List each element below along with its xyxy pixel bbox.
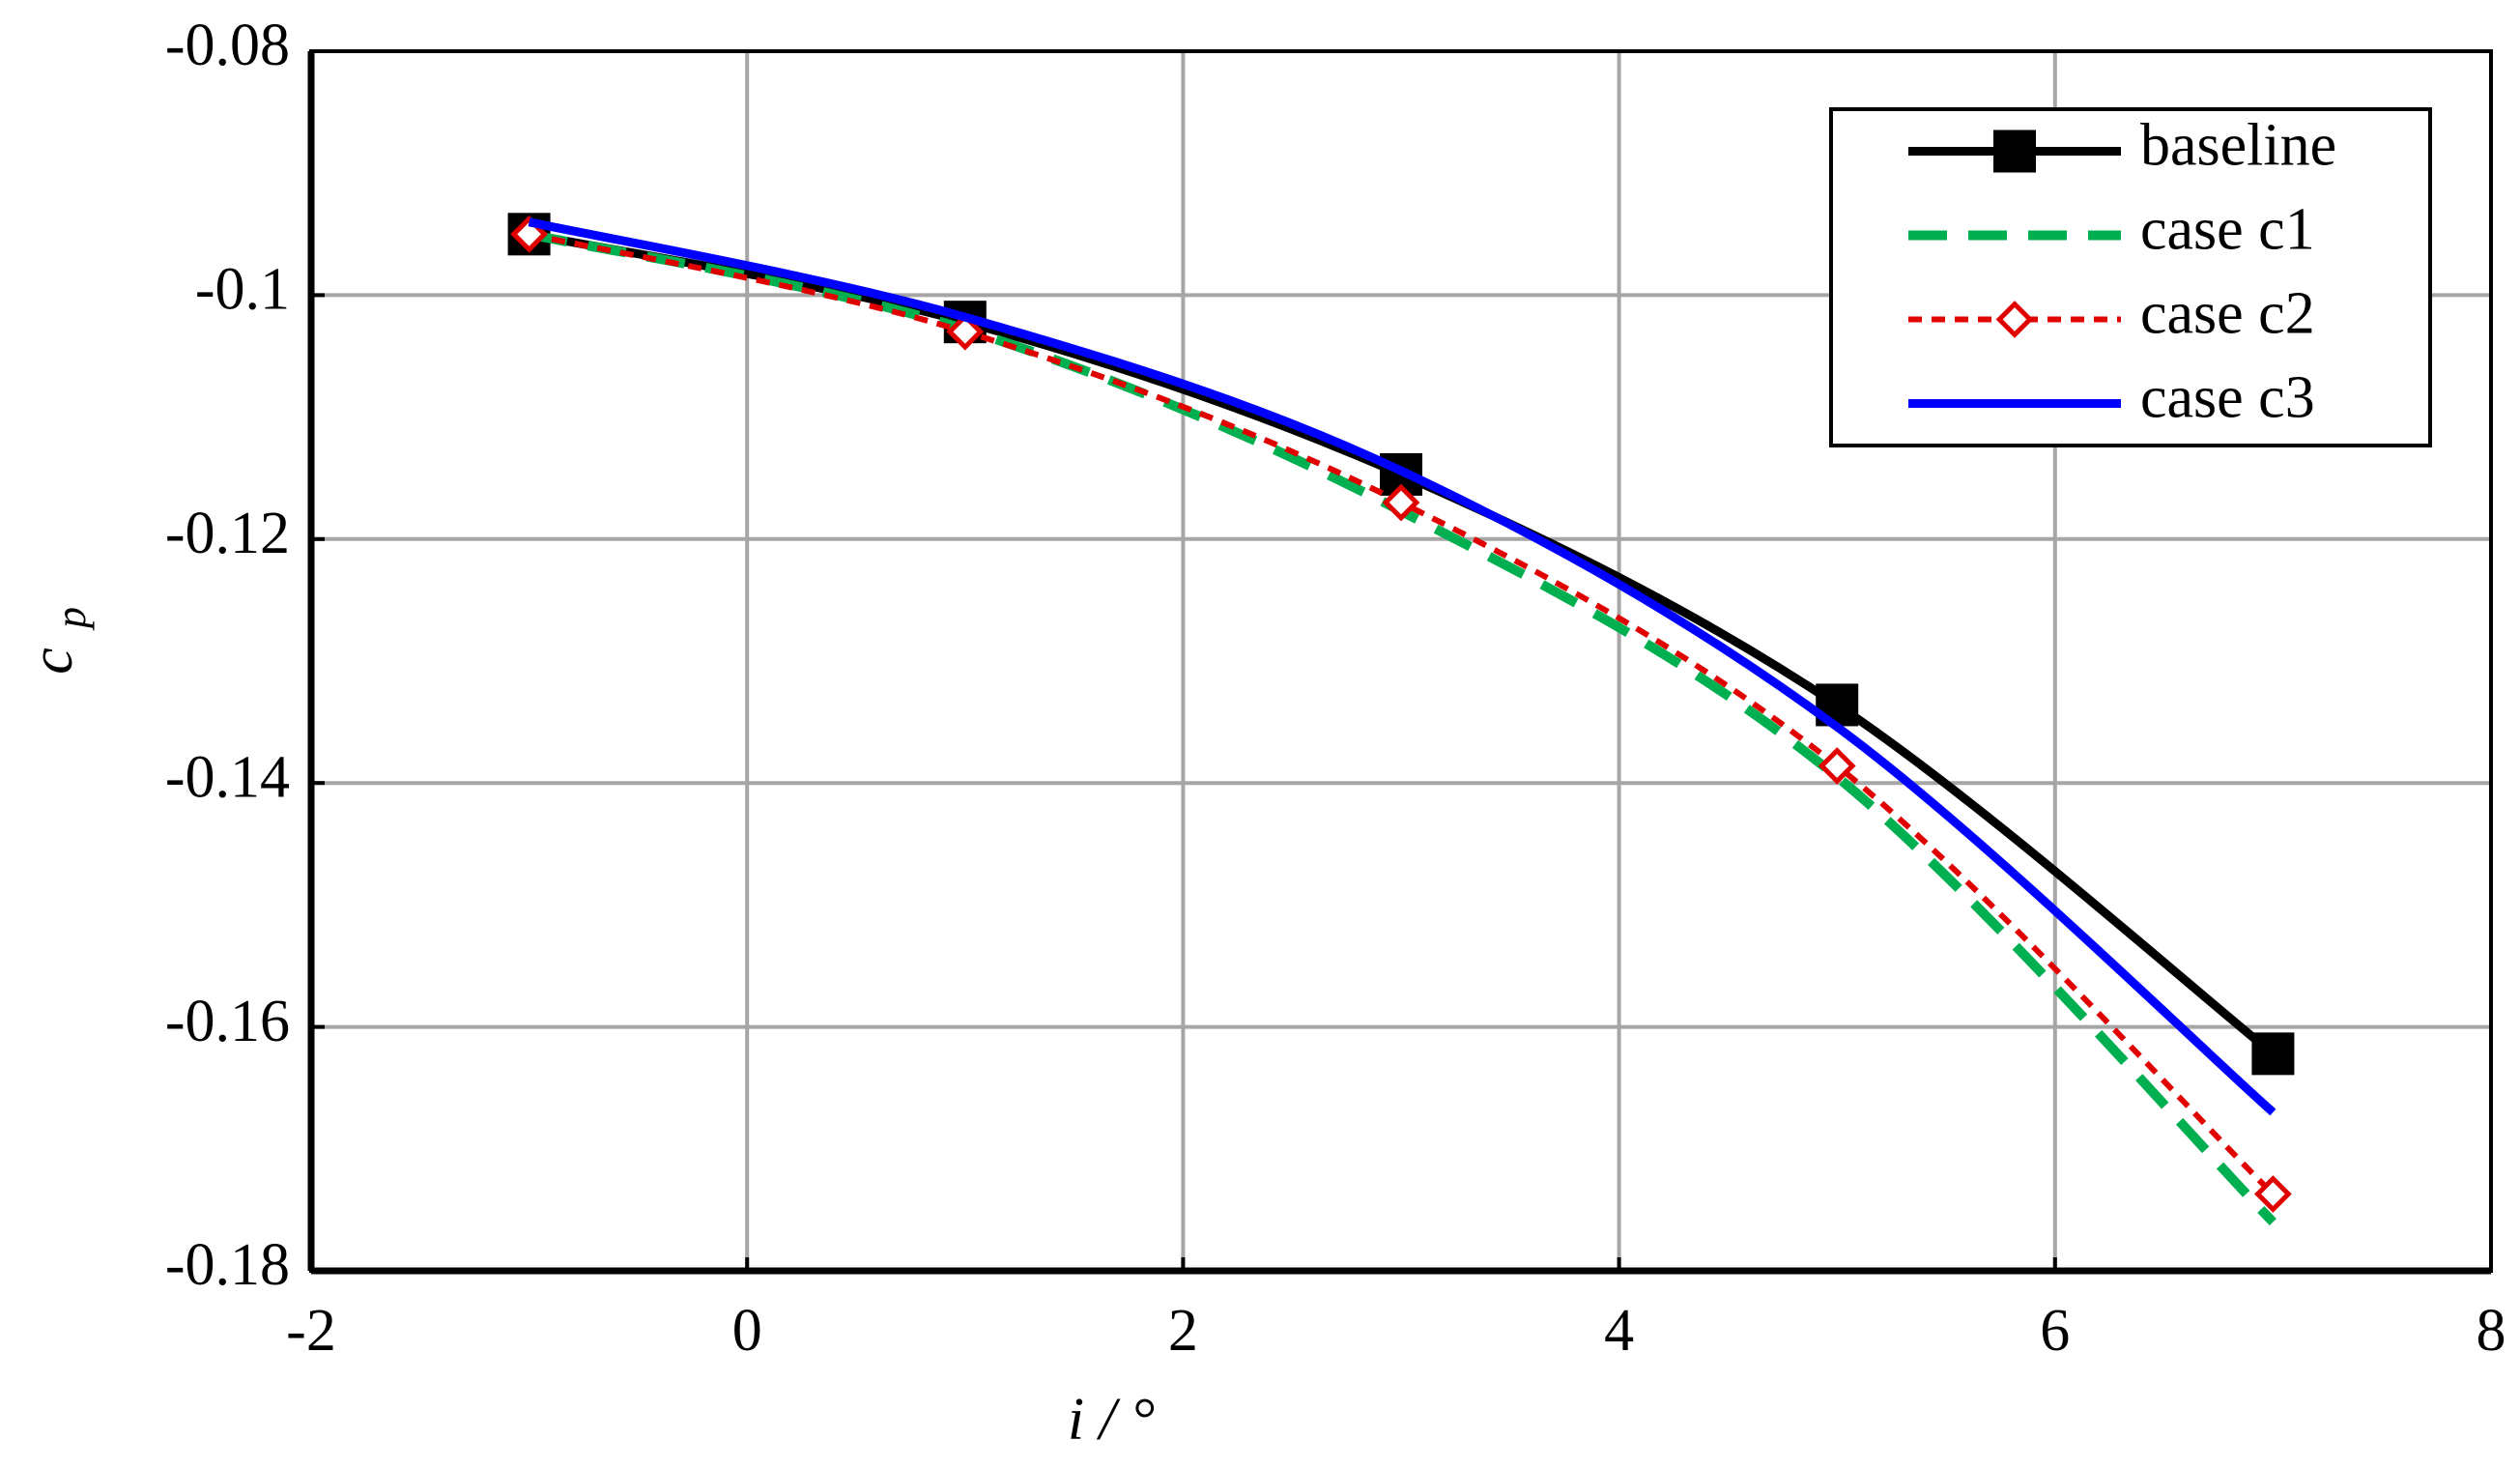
y-tick-label: -0.16 xyxy=(165,989,290,1054)
marker xyxy=(2251,1032,2295,1076)
y-tick-label: -0.18 xyxy=(165,1232,290,1298)
marker xyxy=(1995,301,2034,338)
marker xyxy=(1993,130,2036,173)
y-axis-label-subscript: p xyxy=(47,607,95,631)
x-tick-label: 2 xyxy=(1168,1298,1198,1364)
marker xyxy=(1382,483,1420,522)
y-tick-label: -0.1 xyxy=(195,257,290,323)
marker xyxy=(1818,747,1856,785)
legend: baseline case c1 case c2 case c3 xyxy=(1829,107,2432,447)
x-tick-label: 6 xyxy=(2040,1298,2070,1364)
y-axis-label-group: c p xyxy=(19,607,95,675)
x-tick-label: 8 xyxy=(2477,1298,2506,1364)
y-tick-label: -0.14 xyxy=(165,744,290,810)
marker xyxy=(510,215,548,253)
x-tick-label: 0 xyxy=(732,1298,762,1364)
x-tick-label: 4 xyxy=(1604,1298,1634,1364)
series-line xyxy=(528,231,2276,1196)
legend-label: case c1 xyxy=(2140,197,2315,263)
y-axis-label: c xyxy=(19,648,85,675)
series-line xyxy=(528,229,2277,1226)
marker xyxy=(2254,1175,2292,1213)
legend-label: baseline xyxy=(2140,113,2336,179)
y-tick-label: -0.08 xyxy=(165,13,290,78)
x-axis-label: i / ° xyxy=(1068,1387,1155,1453)
legend-label: case c3 xyxy=(2140,365,2315,431)
legend-box xyxy=(1829,107,2432,447)
x-tick-label: -2 xyxy=(286,1298,336,1364)
y-tick-label: -0.12 xyxy=(165,501,290,566)
legend-label: case c2 xyxy=(2140,281,2315,347)
series-line xyxy=(528,217,2277,1116)
marker xyxy=(946,312,985,351)
